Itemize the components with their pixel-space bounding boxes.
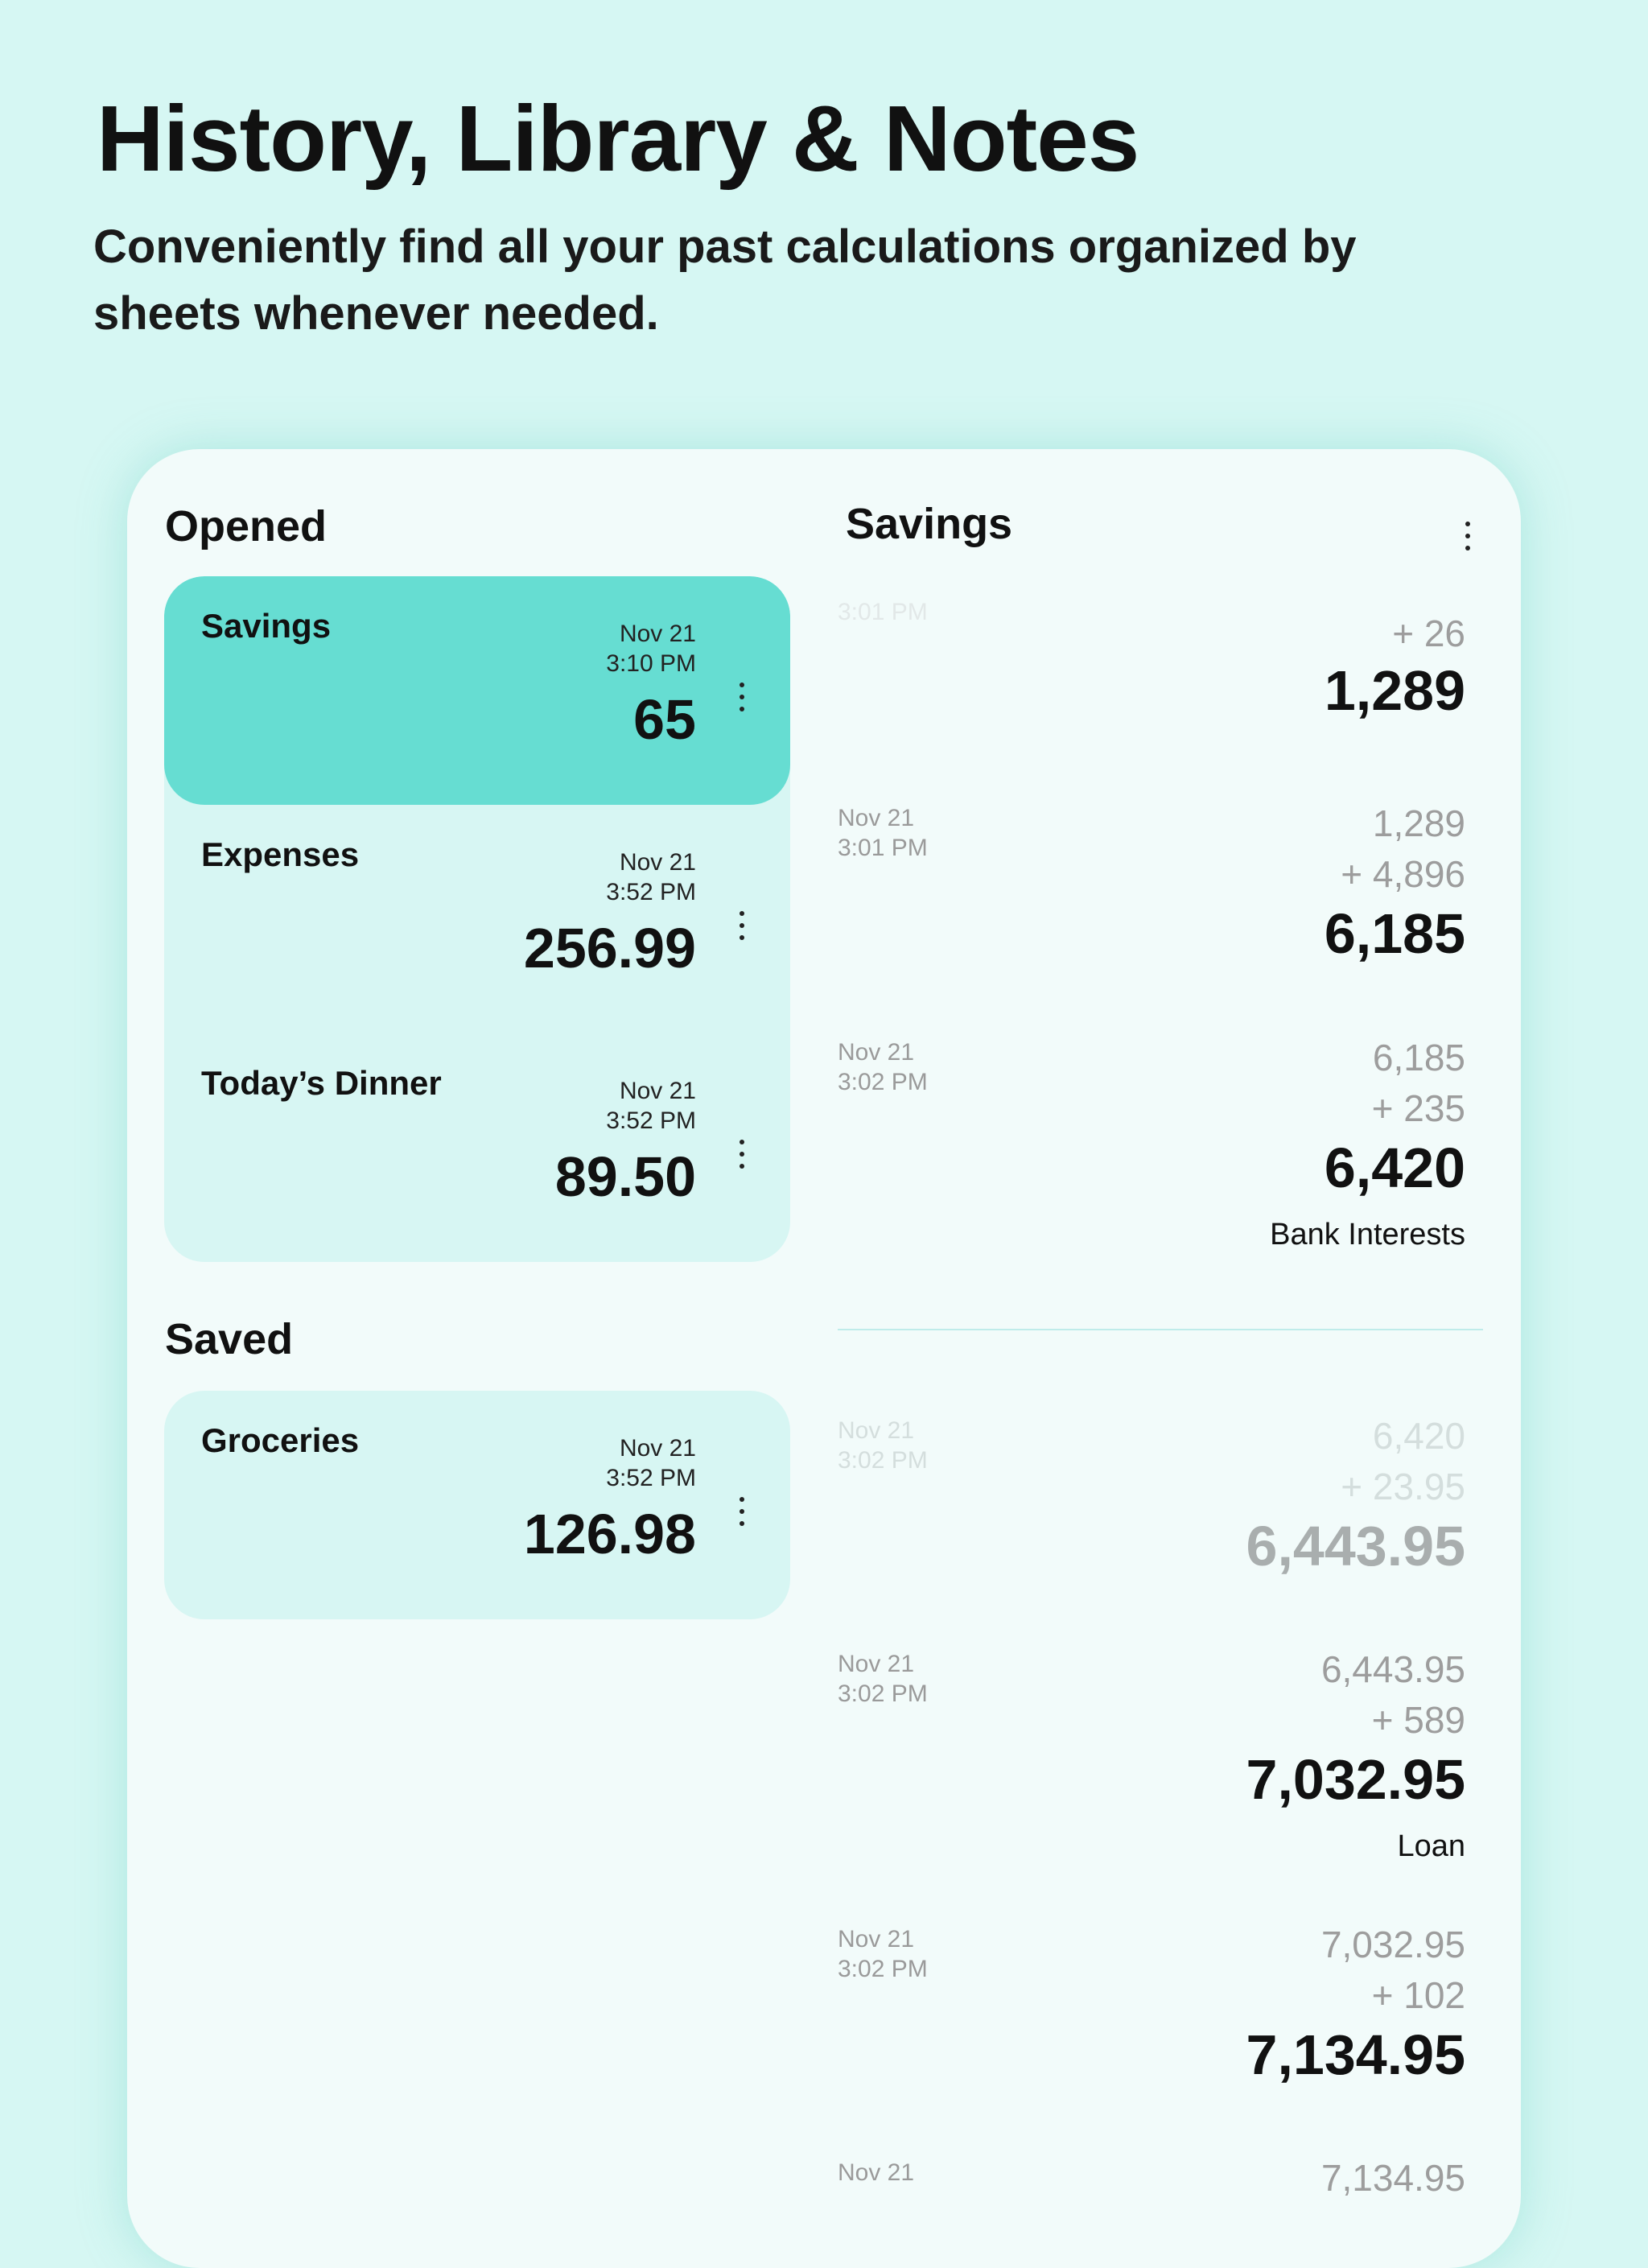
entry-result: 7,134.95 bbox=[1246, 2023, 1465, 2086]
entry-addend: + 4,896 bbox=[1341, 853, 1465, 895]
entry-addend: + 589 bbox=[1371, 1699, 1465, 1741]
sheet-time: 3:52 PM bbox=[606, 1465, 696, 1491]
entry-addend: + 102 bbox=[1371, 1974, 1465, 2016]
opened-sheets-list: Savings Nov 21 3:10 PM 65 Expenses Nov 2… bbox=[164, 576, 790, 1262]
more-options-icon[interactable] bbox=[737, 682, 747, 711]
sheet-value: 126.98 bbox=[523, 1503, 696, 1565]
entry-addend: + 235 bbox=[1371, 1087, 1465, 1129]
entry-previous: 7,032.95 bbox=[1320, 1924, 1465, 1965]
sheet-date: Nov 21 bbox=[619, 621, 696, 647]
entry-addend: + 23.95 bbox=[1341, 1466, 1465, 1507]
sheet-card-expenses[interactable]: Expenses Nov 21 3:52 PM 256.99 bbox=[164, 805, 790, 1033]
entry-time: 3:02 PM bbox=[838, 1069, 928, 1095]
entry-time: 3:01 PM bbox=[838, 599, 928, 625]
sheet-time: 3:10 PM bbox=[606, 650, 696, 677]
sheet-name: Groceries bbox=[201, 1421, 360, 1459]
sheet-card-savings[interactable]: Savings Nov 21 3:10 PM 65 bbox=[164, 576, 790, 805]
sheet-time: 3:52 PM bbox=[606, 1107, 696, 1134]
entry-previous: 6,420 bbox=[1372, 1415, 1465, 1457]
entry-date: Nov 21 bbox=[838, 805, 915, 831]
hero-subtitle: Conveniently find all your past calculat… bbox=[93, 221, 1357, 340]
entry-time: 3:02 PM bbox=[838, 1447, 928, 1474]
calculation-history: 3:01 PM + 26 1,289 Nov 21 3:01 PM 1,289 … bbox=[127, 449, 1521, 2268]
entry-result: 6,443.95 bbox=[1246, 1515, 1465, 1577]
sheet-time: 3:52 PM bbox=[606, 879, 696, 905]
entry-previous: 6,185 bbox=[1372, 1037, 1465, 1078]
more-options-icon[interactable] bbox=[1463, 522, 1473, 551]
sheet-card-todays-dinner[interactable]: Today’s Dinner Nov 21 3:52 PM 89.50 bbox=[164, 1033, 790, 1262]
more-options-icon[interactable] bbox=[737, 911, 747, 940]
detail-title: Savings bbox=[846, 500, 1013, 548]
entry-time: 3:01 PM bbox=[838, 835, 928, 861]
entry-date: Nov 21 bbox=[838, 1039, 915, 1066]
entry-note: Bank Interests bbox=[1270, 1218, 1465, 1252]
entry-previous: 1,289 bbox=[1372, 802, 1465, 844]
entry-date: Nov 21 bbox=[838, 1417, 915, 1444]
sheet-date: Nov 21 bbox=[619, 1435, 696, 1462]
sheet-date: Nov 21 bbox=[619, 1078, 696, 1104]
app-window: Opened Savings Nov 21 3:10 PM 65 Expense… bbox=[127, 449, 1521, 2268]
entry-result: 1,289 bbox=[1324, 659, 1465, 722]
entry-date: Nov 21 bbox=[838, 2159, 915, 2186]
saved-section-title: Saved bbox=[165, 1315, 294, 1363]
sheet-value: 89.50 bbox=[554, 1145, 696, 1208]
entry-result: 7,032.95 bbox=[1246, 1748, 1465, 1811]
hero-title: History, Library & Notes bbox=[97, 86, 1139, 191]
entry-result: 6,185 bbox=[1324, 902, 1465, 965]
entry-date: Nov 21 bbox=[838, 1651, 915, 1677]
sheet-date: Nov 21 bbox=[619, 849, 696, 876]
sheet-name: Savings bbox=[201, 607, 332, 645]
saved-sheets-list: Groceries Nov 21 3:52 PM 126.98 bbox=[164, 1391, 790, 1619]
entry-time: 3:02 PM bbox=[838, 1956, 928, 1982]
sheet-card-groceries[interactable]: Groceries Nov 21 3:52 PM 126.98 bbox=[164, 1391, 790, 1619]
sheet-name: Today’s Dinner bbox=[201, 1064, 442, 1102]
opened-section-title: Opened bbox=[165, 502, 328, 551]
sheet-value: 65 bbox=[633, 688, 696, 751]
more-options-icon[interactable] bbox=[737, 1140, 747, 1169]
more-options-icon[interactable] bbox=[737, 1497, 747, 1526]
entry-date: Nov 21 bbox=[838, 1926, 915, 1953]
entry-previous: 7,134.95 bbox=[1320, 2157, 1465, 2199]
entry-result: 6,420 bbox=[1324, 1136, 1465, 1199]
entry-addend: + 26 bbox=[1392, 612, 1465, 654]
section-divider bbox=[838, 1329, 1483, 1330]
entry-previous: 6,443.95 bbox=[1320, 1648, 1465, 1690]
entry-note: Loan bbox=[1397, 1829, 1465, 1863]
entry-time: 3:02 PM bbox=[838, 1680, 928, 1707]
sheet-value: 256.99 bbox=[523, 917, 696, 979]
sheet-name: Expenses bbox=[201, 835, 360, 873]
